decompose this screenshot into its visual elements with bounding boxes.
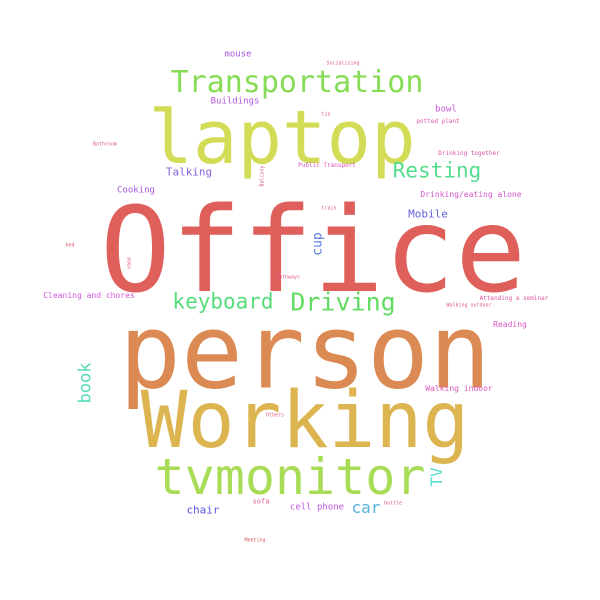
word-drinking-alone: Drinking/eating alone bbox=[420, 190, 522, 199]
word-drinking-together: Drinking together bbox=[438, 150, 500, 157]
word-book: book bbox=[75, 362, 96, 404]
word-pathways: Pathways bbox=[275, 274, 301, 281]
word-balcony: Balcony bbox=[259, 165, 266, 187]
word-cooking: Cooking bbox=[117, 185, 155, 196]
word-tie: tie bbox=[321, 111, 331, 118]
word-bottle: bottle bbox=[383, 500, 403, 507]
word-others: Others bbox=[265, 412, 285, 419]
word-train: train bbox=[321, 205, 337, 212]
word-buildings: Buildings bbox=[210, 96, 260, 107]
word-bed: bed bbox=[65, 242, 75, 249]
word-socializing: Socializing bbox=[326, 60, 360, 67]
word-tvmonitor: tvmonitor bbox=[154, 448, 426, 506]
word-sofa: sofa bbox=[252, 497, 270, 506]
word-cup: cup bbox=[310, 232, 326, 256]
word-chair: chair bbox=[186, 503, 220, 517]
word-potted-plant: potted plant bbox=[416, 118, 460, 125]
word-vase: vase bbox=[126, 256, 133, 270]
word-bowl: bowl bbox=[435, 104, 457, 115]
word-mobile: Mobile bbox=[408, 207, 448, 221]
word-mouse: mouse bbox=[224, 49, 252, 60]
word-driving: Driving bbox=[290, 287, 396, 317]
word-walking-indoor: Walking indoor bbox=[425, 384, 493, 393]
word-office: Office bbox=[99, 181, 527, 319]
word-working: Working bbox=[140, 376, 470, 466]
word-tv: TV bbox=[427, 467, 446, 487]
word-public-transport: Public Transport bbox=[298, 162, 356, 169]
word-keyboard: keyboard bbox=[172, 289, 274, 314]
word-talking: Talking bbox=[165, 165, 213, 179]
word-resting: Resting bbox=[392, 158, 482, 183]
word-cell-phone: cell phone bbox=[289, 502, 345, 513]
word-laptop: laptop bbox=[148, 95, 416, 181]
word-walking-outdoor: Walking outdoor bbox=[446, 302, 492, 309]
word-car: car bbox=[351, 498, 381, 517]
word-meeting: Meeting bbox=[244, 537, 266, 544]
word-person: person bbox=[118, 292, 492, 413]
word-cleaning: Cleaning and chores bbox=[43, 291, 135, 300]
word-reading: Reading bbox=[493, 320, 527, 329]
word-transportation: Transportation bbox=[170, 65, 424, 100]
word-bathroom: Bathroom bbox=[92, 141, 118, 148]
word-attending-seminar: Attending a seminar bbox=[479, 295, 549, 302]
